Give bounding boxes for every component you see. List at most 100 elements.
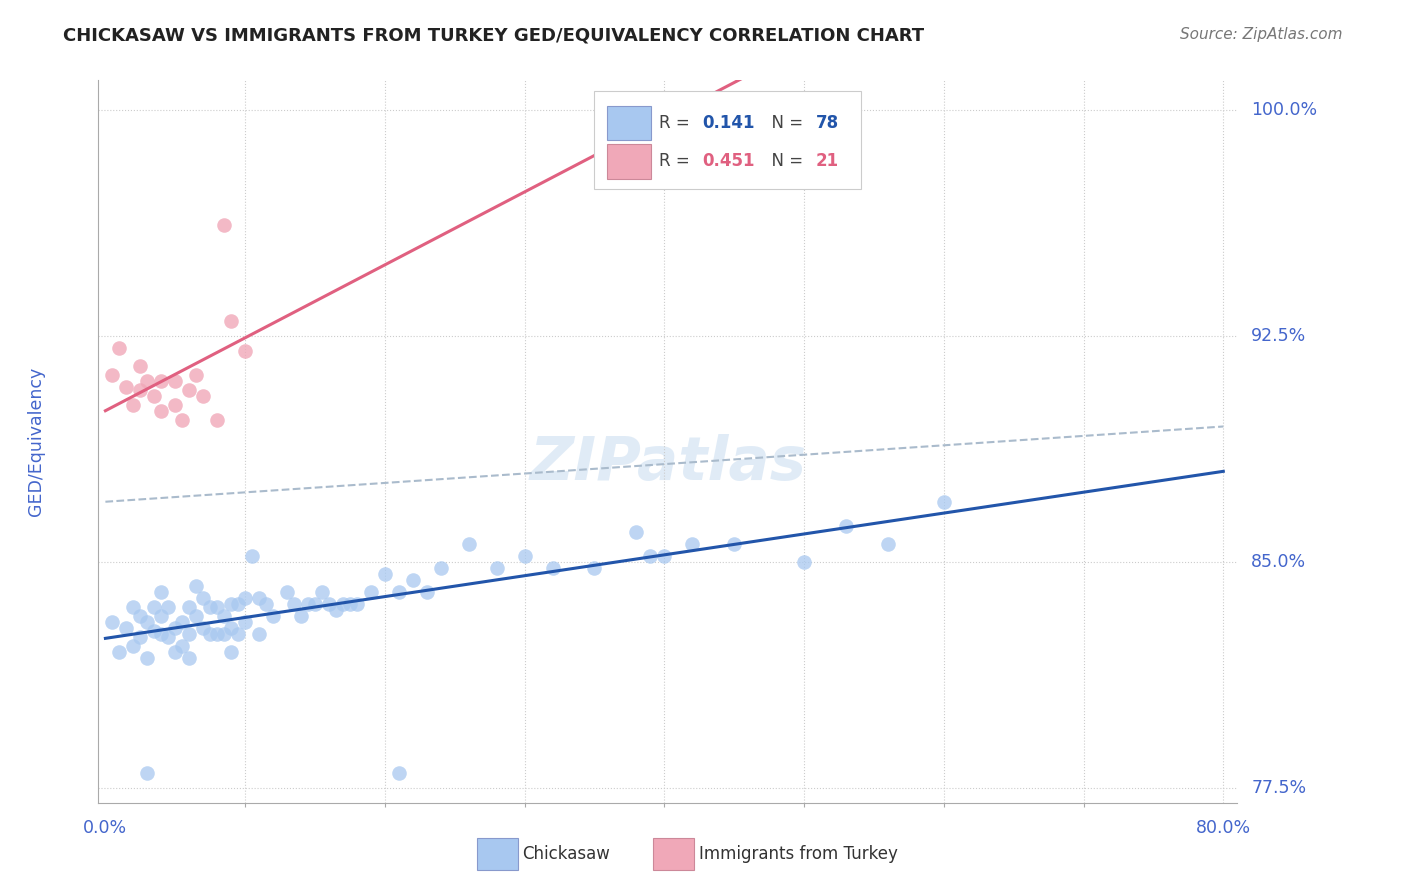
Point bbox=[172, 413, 194, 427]
Point bbox=[150, 375, 173, 389]
Point bbox=[129, 359, 152, 374]
Point bbox=[793, 555, 815, 569]
Point bbox=[283, 597, 305, 611]
Point bbox=[457, 537, 479, 551]
Point bbox=[186, 368, 208, 383]
Point bbox=[429, 561, 451, 575]
Point bbox=[541, 561, 564, 575]
Point bbox=[247, 591, 270, 606]
Point bbox=[360, 585, 382, 599]
Text: 78: 78 bbox=[815, 114, 839, 132]
Point bbox=[219, 597, 242, 611]
Point bbox=[165, 375, 187, 389]
Point bbox=[122, 600, 145, 615]
Point bbox=[212, 609, 235, 624]
Point bbox=[332, 597, 354, 611]
Text: 0.141: 0.141 bbox=[702, 114, 755, 132]
Point bbox=[626, 524, 648, 539]
Text: 21: 21 bbox=[815, 153, 839, 170]
Point bbox=[115, 380, 138, 394]
Point bbox=[129, 384, 152, 398]
Point bbox=[325, 603, 347, 617]
Text: GED/Equivalency: GED/Equivalency bbox=[27, 367, 45, 516]
Point bbox=[186, 579, 208, 593]
Point bbox=[150, 585, 173, 599]
Point bbox=[115, 621, 138, 635]
Point bbox=[233, 344, 256, 359]
Point bbox=[226, 627, 249, 641]
FancyBboxPatch shape bbox=[593, 91, 862, 189]
Point bbox=[150, 627, 173, 641]
Point bbox=[219, 314, 242, 328]
Point bbox=[205, 600, 228, 615]
Text: N =: N = bbox=[761, 114, 808, 132]
Point bbox=[388, 585, 411, 599]
Point bbox=[311, 585, 333, 599]
FancyBboxPatch shape bbox=[607, 105, 651, 140]
Point bbox=[219, 621, 242, 635]
Text: 0.451: 0.451 bbox=[702, 153, 755, 170]
FancyBboxPatch shape bbox=[477, 838, 517, 870]
Point bbox=[290, 609, 312, 624]
Point bbox=[654, 549, 676, 563]
Point bbox=[932, 495, 955, 509]
Point bbox=[318, 597, 340, 611]
Point bbox=[485, 561, 508, 575]
Text: ZIPatlas: ZIPatlas bbox=[529, 434, 807, 492]
Point bbox=[143, 389, 166, 403]
Point bbox=[150, 404, 173, 418]
Point bbox=[129, 609, 152, 624]
Point bbox=[129, 630, 152, 644]
Point bbox=[136, 375, 159, 389]
Point bbox=[157, 630, 180, 644]
Point bbox=[233, 591, 256, 606]
Text: R =: R = bbox=[659, 114, 695, 132]
Text: 0.0%: 0.0% bbox=[83, 820, 128, 838]
Point bbox=[583, 561, 606, 575]
Point bbox=[165, 399, 187, 413]
Point bbox=[143, 600, 166, 615]
Text: R =: R = bbox=[659, 153, 695, 170]
Text: Chickasaw: Chickasaw bbox=[522, 845, 610, 863]
Point bbox=[247, 627, 270, 641]
Text: 100.0%: 100.0% bbox=[1251, 102, 1317, 120]
Point bbox=[205, 627, 228, 641]
Point bbox=[374, 567, 396, 582]
Point bbox=[254, 597, 277, 611]
Point bbox=[179, 651, 201, 665]
Point bbox=[193, 591, 215, 606]
Point bbox=[416, 585, 439, 599]
Point bbox=[276, 585, 298, 599]
Text: 80.0%: 80.0% bbox=[1195, 820, 1251, 838]
Point bbox=[143, 624, 166, 639]
Point bbox=[157, 600, 180, 615]
Point bbox=[136, 651, 159, 665]
Point bbox=[262, 609, 284, 624]
Point bbox=[150, 609, 173, 624]
Point bbox=[101, 615, 124, 630]
Point bbox=[212, 627, 235, 641]
Point bbox=[233, 615, 256, 630]
Point bbox=[122, 640, 145, 654]
Text: CHICKASAW VS IMMIGRANTS FROM TURKEY GED/EQUIVALENCY CORRELATION CHART: CHICKASAW VS IMMIGRANTS FROM TURKEY GED/… bbox=[63, 27, 924, 45]
Text: 77.5%: 77.5% bbox=[1251, 779, 1306, 797]
Point bbox=[402, 573, 425, 587]
Point bbox=[304, 597, 326, 611]
Point bbox=[640, 549, 662, 563]
Text: N =: N = bbox=[761, 153, 808, 170]
Point bbox=[835, 519, 858, 533]
Point bbox=[172, 615, 194, 630]
Point bbox=[108, 341, 131, 355]
Point bbox=[877, 537, 900, 551]
Point bbox=[108, 645, 131, 659]
Point bbox=[219, 645, 242, 659]
Point bbox=[186, 609, 208, 624]
Point bbox=[193, 621, 215, 635]
Text: Immigrants from Turkey: Immigrants from Turkey bbox=[699, 845, 897, 863]
Point bbox=[513, 549, 536, 563]
Point bbox=[339, 597, 361, 611]
Point bbox=[172, 640, 194, 654]
FancyBboxPatch shape bbox=[652, 838, 695, 870]
Point bbox=[200, 600, 222, 615]
Text: Source: ZipAtlas.com: Source: ZipAtlas.com bbox=[1180, 27, 1343, 42]
